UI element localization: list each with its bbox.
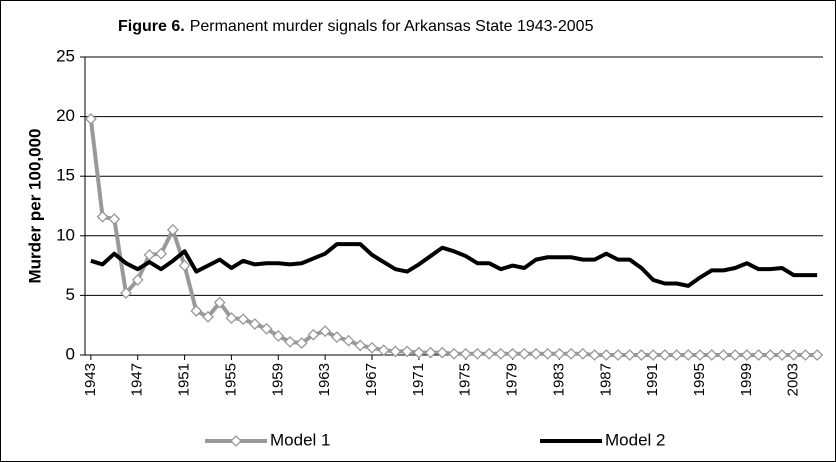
- point-marker: [131, 273, 144, 286]
- point-marker: [272, 330, 285, 342]
- point-marker: [776, 349, 788, 361]
- point-marker: [670, 349, 683, 361]
- x-tick-label: 1971: [410, 363, 427, 396]
- point-marker: [295, 337, 308, 349]
- x-tick-label: 1959: [269, 363, 286, 396]
- point-marker: [658, 349, 671, 361]
- x-tick-label: 1979: [504, 363, 521, 396]
- x-tick-label: 1995: [691, 363, 708, 396]
- x-tick-label: 1975: [457, 363, 474, 396]
- point-marker: [237, 313, 250, 326]
- x-tick-label: 1991: [644, 363, 661, 396]
- x-tick-label: 1999: [738, 363, 755, 396]
- point-marker: [541, 347, 554, 360]
- point-marker: [553, 347, 566, 360]
- legend-label: Model 2: [605, 430, 665, 449]
- point-marker: [436, 346, 449, 359]
- point-marker: [600, 349, 613, 361]
- point-marker: [705, 349, 718, 361]
- point-marker: [612, 349, 624, 361]
- point-marker: [717, 349, 730, 361]
- point-marker: [377, 344, 390, 357]
- point-marker: [248, 318, 261, 330]
- legend-marker: [230, 435, 242, 447]
- point-marker: [518, 347, 531, 360]
- x-tick-label: 2003: [785, 363, 802, 396]
- point-marker: [471, 347, 484, 360]
- point-marker: [260, 322, 273, 335]
- point-marker: [389, 345, 402, 358]
- point-marker: [412, 346, 425, 359]
- point-marker: [330, 331, 343, 344]
- chart-title: Permanent murder signals for Arkansas St…: [190, 18, 594, 35]
- point-marker: [694, 349, 706, 361]
- point-marker: [459, 347, 472, 360]
- y-tick-label: 10: [56, 225, 75, 244]
- y-tick-label: 15: [56, 166, 75, 185]
- x-tick-label: 1963: [316, 363, 333, 396]
- y-tick-label: 0: [66, 344, 75, 363]
- x-tick-label: 1983: [550, 363, 567, 396]
- x-tick-label: 1955: [222, 363, 239, 396]
- point-marker: [401, 345, 414, 358]
- point-marker: [166, 223, 179, 236]
- point-marker: [635, 349, 648, 361]
- point-marker: [84, 113, 97, 125]
- series-line: [90, 242, 818, 288]
- x-tick-label: 1967: [363, 363, 380, 396]
- y-axis-label: Murder per 100,000: [25, 129, 44, 284]
- point-marker: [576, 347, 589, 360]
- x-tick-label: 1951: [176, 363, 193, 396]
- x-tick-label: 1943: [82, 363, 99, 396]
- point-marker: [213, 296, 226, 309]
- point-marker: [811, 349, 824, 361]
- point-marker: [764, 349, 777, 361]
- point-marker: [202, 310, 214, 323]
- point-marker: [494, 347, 507, 360]
- point-marker: [647, 349, 660, 361]
- point-marker: [319, 325, 332, 338]
- point-marker: [530, 347, 542, 360]
- point-marker: [178, 259, 191, 272]
- y-tick-label: 25: [56, 46, 75, 65]
- y-tick-label: 20: [56, 106, 75, 125]
- x-tick-label: 1987: [597, 363, 614, 396]
- point-marker: [729, 349, 742, 361]
- point-marker: [752, 349, 765, 361]
- chart-title-bold: Figure 6.: [118, 18, 185, 35]
- point-marker: [799, 349, 812, 361]
- point-marker: [307, 328, 320, 341]
- point-marker: [682, 349, 695, 361]
- y-tick-label: 5: [66, 285, 75, 304]
- point-marker: [565, 347, 578, 360]
- point-marker: [225, 312, 238, 324]
- point-marker: [623, 349, 636, 361]
- point-marker: [740, 349, 753, 361]
- point-marker: [143, 248, 156, 261]
- point-marker: [787, 349, 800, 361]
- legend-label: Model 1: [270, 430, 330, 449]
- point-marker: [506, 347, 519, 360]
- point-marker: [448, 347, 460, 360]
- point-marker: [354, 339, 367, 352]
- point-marker: [190, 304, 203, 317]
- point-marker: [483, 347, 496, 360]
- point-marker: [366, 341, 378, 354]
- point-marker: [342, 334, 355, 347]
- point-marker: [96, 210, 109, 223]
- point-marker: [424, 346, 437, 359]
- point-marker: [155, 247, 168, 260]
- x-tick-label: 1947: [129, 363, 146, 396]
- point-marker: [108, 213, 121, 226]
- point-marker: [284, 335, 296, 348]
- point-marker: [588, 349, 601, 361]
- point-marker: [120, 287, 132, 299]
